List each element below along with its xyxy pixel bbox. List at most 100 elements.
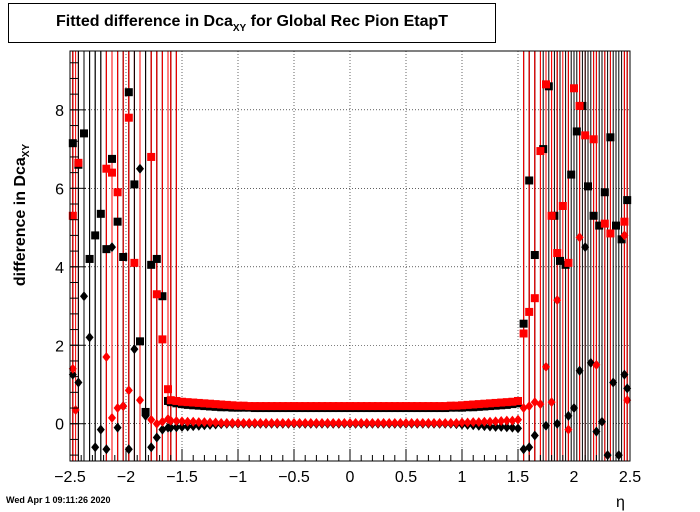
square-marker [124,88,133,97]
diamond-marker [508,422,517,433]
square-marker [362,402,371,411]
diamond-marker [152,418,161,429]
square-marker [617,235,626,244]
square-marker [164,385,172,394]
diamond-marker [402,417,410,428]
diamond-marker [256,417,265,428]
square-marker [178,397,186,406]
square-marker [575,101,584,110]
diamond-marker [514,414,522,425]
square-marker [441,402,450,411]
diamond-marker [497,421,506,432]
square-marker [396,402,405,411]
square-marker [189,398,198,407]
diamond-marker [239,417,248,428]
diamond-marker [113,422,122,433]
square-marker [334,402,343,411]
y-label-subscript: XY [21,143,32,158]
square-marker [424,402,433,411]
diamond-marker [130,344,139,355]
square-marker [357,402,366,411]
square-marker [68,211,77,220]
square-marker [368,402,377,411]
diamond-marker [166,422,175,433]
diamond-marker [312,417,321,428]
diamond-marker [542,420,550,431]
square-marker [502,398,511,407]
square-marker [239,401,248,410]
square-marker [525,176,534,185]
diamond-marker [178,421,186,432]
square-marker [620,217,629,226]
square-marker [564,258,573,267]
square-marker [119,252,128,261]
diamond-marker [435,417,444,428]
diamond-marker [553,295,562,306]
diamond-marker [194,417,203,428]
square-marker [68,139,77,148]
diamond-marker [91,442,100,453]
square-marker [514,396,522,405]
diamond-marker [136,395,144,406]
square-marker [130,180,139,189]
diamond-marker [166,415,175,426]
square-marker [418,402,427,411]
diamond-marker [441,417,450,428]
diamond-marker [74,377,83,388]
square-marker [234,401,242,410]
diamond-marker [553,418,562,429]
square-marker [435,402,444,411]
axis-ticks [69,62,631,461]
diamond-marker [586,357,595,368]
diamond-marker [346,417,354,428]
diamond-marker [340,417,349,428]
diamond-marker [385,417,394,428]
square-marker [108,154,116,163]
diamond-marker [525,401,534,412]
square-marker [245,402,254,411]
title-prefix: Fitted difference in Dca [55,13,233,30]
diamond-marker [547,397,556,408]
diamond-marker [80,291,88,302]
square-marker [323,402,332,411]
x-tick-label: 2 [570,469,579,486]
square-marker [595,221,604,230]
diamond-marker [108,242,116,253]
diamond-marker [267,417,276,428]
diamond-marker [96,424,105,435]
square-marker [581,131,590,140]
x-tick-label: 2.5 [619,469,641,486]
x-axis-label: η [616,494,625,511]
square-marker [623,196,632,205]
diamond-marker [102,444,111,455]
diamond-marker [374,417,382,428]
x-tick-label: 0 [346,469,355,486]
diamond-marker [542,361,550,372]
square-marker [147,152,156,161]
square-marker [200,399,209,408]
diamond-marker [217,417,226,428]
square-marker [85,254,94,263]
diamond-marker [329,417,338,428]
square-marker [166,396,175,405]
diamond-marker [609,377,618,388]
square-marker [113,188,122,197]
square-marker [158,335,167,344]
square-marker [606,133,615,142]
diamond-marker [245,417,254,428]
diamond-marker [178,416,186,427]
diamond-marker [413,417,422,428]
diamond-marker [368,417,377,428]
title-suffix: for Global Rec Pion EtapT [246,13,449,30]
square-marker [519,329,528,338]
diamond-marker [318,417,326,428]
square-marker [74,158,83,167]
square-marker [295,402,304,411]
diamond-marker [430,417,438,428]
diamond-marker [351,417,360,428]
diamond-marker [623,395,632,406]
x-tick-label: −2 [117,469,135,486]
diamond-marker [620,230,629,241]
diamond-marker [620,369,629,380]
diamond-marker [581,242,590,253]
